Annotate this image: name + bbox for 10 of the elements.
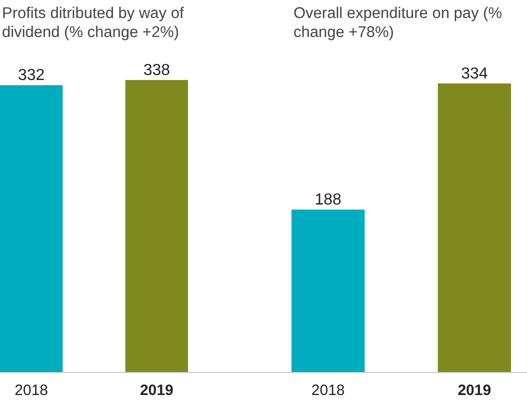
- x-tick-label: 2018: [311, 382, 345, 399]
- data-label: 338: [143, 62, 170, 79]
- x-tick-label: 2019: [140, 382, 174, 399]
- data-label: 334: [461, 65, 488, 82]
- data-label: 332: [18, 67, 45, 84]
- data-label: 188: [314, 192, 342, 209]
- x-tick-label: 2018: [14, 382, 48, 399]
- x-tick-label: 2019: [458, 382, 492, 399]
- chart-title: Profits ditributed by way of dividend (% change +2%): [2, 5, 184, 41]
- chart-title: Overall expenditure on pay (% change +78%): [294, 5, 502, 41]
